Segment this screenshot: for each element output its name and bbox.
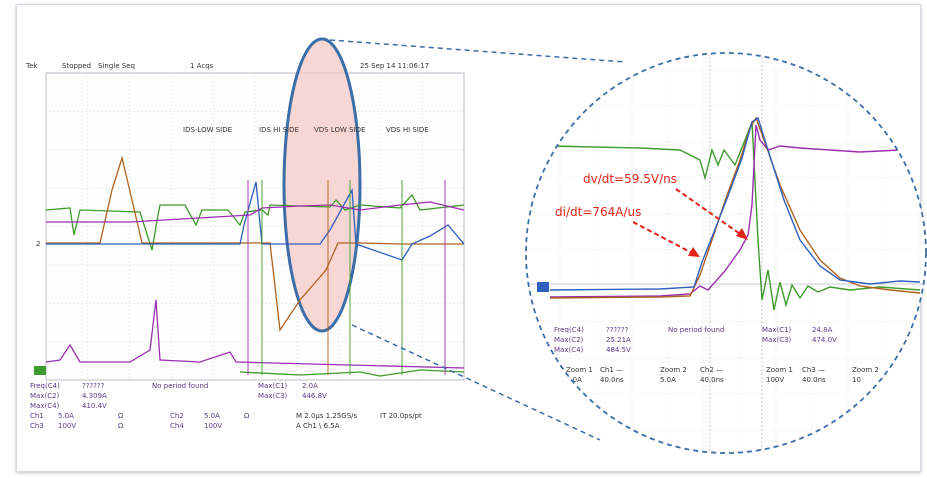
zoom-measurement-cell: 24.8A	[812, 326, 833, 334]
interp: IT 20.0ps/pt	[380, 412, 422, 420]
zoom-background	[526, 53, 926, 453]
header-brand: Tek	[25, 62, 38, 70]
zoom-measurement-cell: ??????	[606, 326, 629, 334]
measurement-cell: 446.8V	[302, 392, 327, 400]
zoom-label: Zoom 2	[852, 366, 879, 374]
ch2-ohm: Ω	[244, 412, 250, 420]
ch3-label: Ch3	[30, 422, 44, 430]
dvdt-arrow	[675, 188, 744, 237]
measurement-cell: 4.309A	[82, 392, 107, 400]
measurement-cell: Max(C1)	[258, 382, 288, 390]
ch4-scale: 100V	[204, 422, 222, 430]
header-mode: Single Seq	[98, 62, 135, 70]
zoom-region-ellipse	[282, 37, 362, 333]
region-label-vds-low: VDS LOW SIDE	[314, 126, 365, 134]
ch4-label: Ch4	[170, 422, 184, 430]
zoom-grid	[526, 53, 926, 453]
ch2-scale: 5.0A	[204, 412, 220, 420]
zoom-measurement-cell: 484.5V	[606, 346, 631, 354]
left-scope: Tek Stopped Single Seq 1 Acqs 25 Sep 14 …	[25, 37, 465, 430]
measurement-cell: Max(C4)	[30, 402, 60, 410]
zoom-measurement-cell: Freq(C4)	[554, 326, 584, 334]
zoom-scale: 100V	[766, 376, 784, 384]
zoom-label: Ch2 —	[700, 366, 723, 374]
ch3-ohm: Ω	[118, 422, 124, 430]
trace-ch1-green-lower	[239, 369, 465, 377]
zoom-trace-blue	[549, 116, 921, 291]
didt-arrow-head	[688, 247, 700, 257]
zoom-measurement-cell: 474.0V	[812, 336, 837, 344]
zoom-trace-purple	[549, 124, 921, 298]
dvdt-annotation: dv/dt=59.5V/ns	[583, 172, 677, 186]
zoom-ch-marker	[537, 282, 549, 292]
region-label-ids-hi: IDS HI SIDE	[259, 126, 299, 134]
header-status: Stopped	[62, 62, 91, 70]
zoom-measurement-cell: 25.21A	[606, 336, 631, 344]
measurement-cell: 2.0A	[302, 382, 318, 390]
measurement-cell: Max(C3)	[258, 392, 288, 400]
didt-arrow	[632, 221, 695, 255]
zoom-measurement-cell: Max(C1)	[762, 326, 792, 334]
zoom-scale: 40.0ns	[700, 376, 724, 384]
zoom-label: Ch3 —	[802, 366, 825, 374]
zoom-scale: 40.0ns	[600, 376, 624, 384]
ch1-ohm: Ω	[118, 412, 124, 420]
trace-ch1-green	[45, 193, 465, 251]
measurement-cell: 410.4V	[82, 402, 107, 410]
zoom-view: Freq(C4)?????? No period found Max(C1) 24.8…	[526, 53, 926, 453]
ch2-label: Ch2	[170, 412, 184, 420]
zoom-measurement-cell: Max(C3)	[762, 336, 792, 344]
zoom-measurement-cell: No period found	[668, 326, 724, 334]
zoom-trace-green	[549, 121, 921, 311]
trigger: A Ch1 \ 6.5A	[296, 422, 340, 430]
ch1-label: Ch1	[30, 412, 44, 420]
header-timestamp: 25 Sep 14 11:06:17	[360, 62, 429, 70]
ch2-marker: 2	[36, 240, 40, 248]
zoom-measurement-cell: Max(C4)	[554, 346, 584, 354]
measurement-cell: Max(C2)	[30, 392, 60, 400]
zoom-measurements: Freq(C4)?????? No period found Max(C1) 24.8…	[554, 326, 879, 384]
left-measurements: Freq(C4)?????? No period found Max(C1) 2.0A…	[30, 382, 327, 410]
zoom-circle-outline	[525, 52, 927, 454]
trace-ch3-purple-lower	[45, 299, 465, 369]
ch1-marker	[34, 366, 46, 375]
zoom-label: Zoom 1	[766, 366, 793, 374]
measurement-cell: No period found	[152, 382, 208, 390]
connector-top	[329, 39, 626, 63]
zoom-scale: 40.0ns	[802, 376, 826, 384]
didt-annotation: di/dt=764A/us	[555, 205, 641, 219]
region-label-ids-low: IDS-LOW SIDE	[183, 126, 232, 134]
zoom-label: Zoom 1	[566, 366, 593, 374]
ch1-scale: 5.0A	[58, 412, 74, 420]
connector-bottom	[351, 324, 601, 441]
left-spikes	[247, 180, 446, 375]
zoom-scale: 10	[852, 376, 861, 384]
left-grid	[46, 73, 464, 380]
timebase: M 2.0μs 1.25GS/s	[296, 412, 358, 420]
measurement-cell: Freq(C4)	[30, 382, 60, 390]
trace-ch2-blue	[46, 181, 465, 261]
ch3-scale: 100V	[58, 422, 76, 430]
header-acqs: 1 Acqs	[190, 62, 214, 70]
zoom-label: Zoom 2	[660, 366, 687, 374]
zoom-scale: 5.0A	[660, 376, 676, 384]
trace-ch3-purple-upper	[46, 201, 465, 223]
zoom-scale: 5.0A	[566, 376, 582, 384]
measurement-cell: ??????	[82, 382, 105, 390]
zoom-label: Ch1 —	[600, 366, 623, 374]
dvdt-arrow-head	[736, 228, 748, 240]
region-label-vds-hi: VDS HI SIDE	[386, 126, 429, 134]
zoom-measurement-cell: Max(C2)	[554, 336, 584, 344]
